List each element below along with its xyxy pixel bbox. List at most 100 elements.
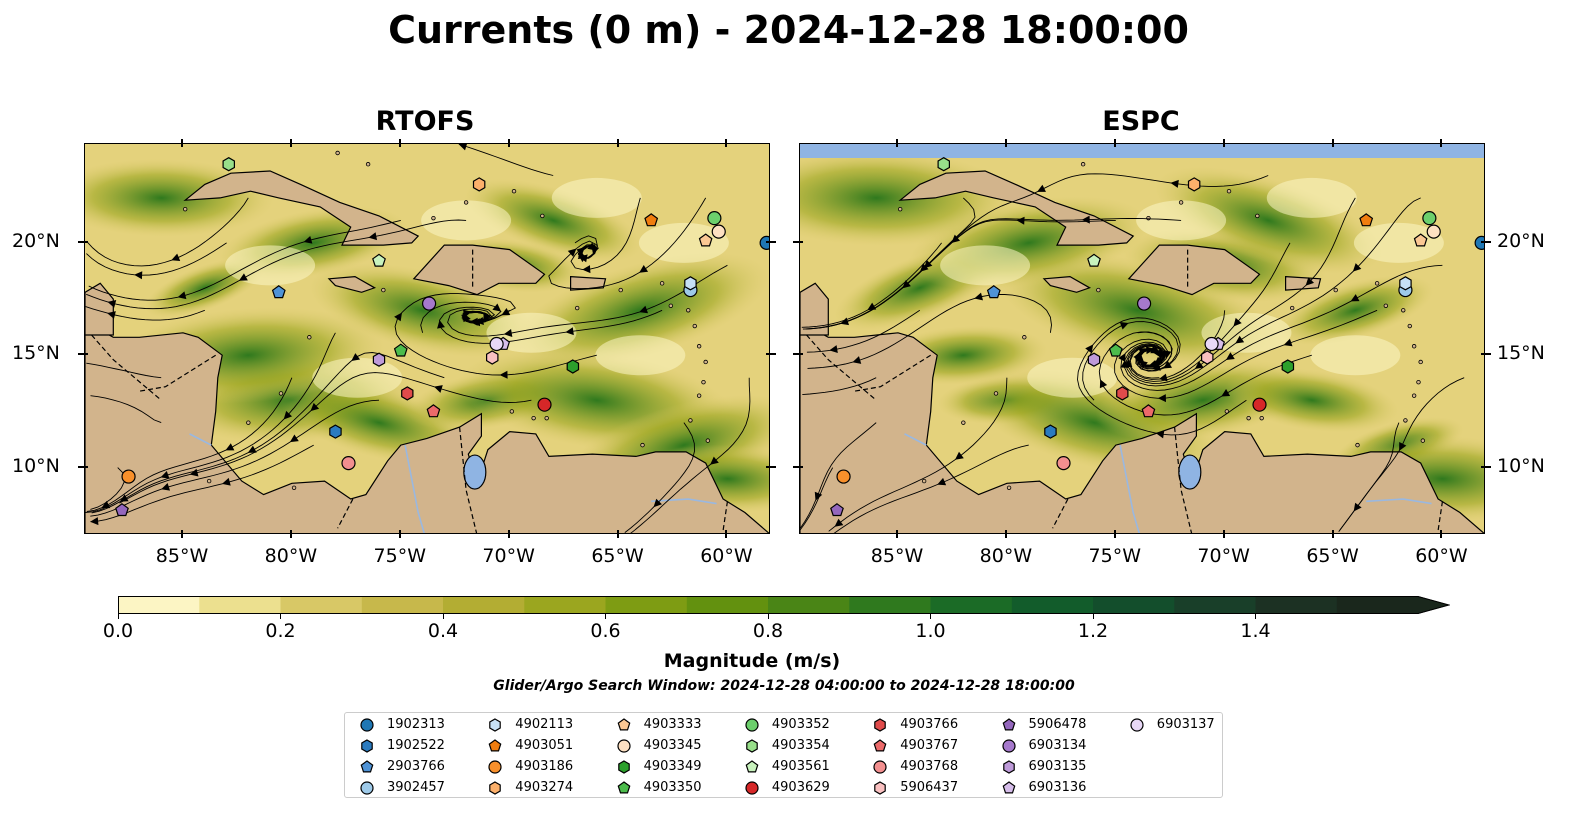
lon-tick-top bbox=[181, 139, 183, 147]
circle-marker-icon bbox=[1001, 739, 1016, 753]
float-marker-4903345[interactable] bbox=[1426, 224, 1441, 239]
float-marker-1902522[interactable] bbox=[329, 424, 342, 439]
float-marker-6903137[interactable] bbox=[1204, 336, 1219, 352]
lon-tick-top bbox=[1440, 139, 1443, 147]
float-marker-4903274[interactable] bbox=[1187, 177, 1201, 192]
colorbar-tick-label: 0.6 bbox=[590, 620, 621, 642]
lat-tick-left bbox=[78, 353, 88, 356]
circle-marker-icon bbox=[360, 781, 374, 795]
lon-tick-bottom bbox=[181, 530, 183, 538]
float-marker-4902113[interactable] bbox=[684, 276, 697, 291]
float-marker-6903134[interactable] bbox=[421, 296, 437, 311]
pentagon-marker-icon bbox=[488, 739, 502, 752]
colorbar-tick bbox=[117, 614, 119, 619]
circle-marker-icon bbox=[1130, 718, 1144, 732]
hexagon-marker-icon bbox=[361, 739, 373, 753]
lon-tick-top bbox=[507, 139, 510, 147]
float-marker-4903768[interactable] bbox=[341, 455, 356, 471]
map-panel-rtofs[interactable] bbox=[84, 143, 770, 534]
colorbar-tick-label: 0.4 bbox=[427, 620, 459, 642]
legend-label: 1902522 bbox=[387, 738, 445, 753]
float-marker-4903349[interactable] bbox=[566, 359, 580, 374]
legend-label: 4903768 bbox=[900, 759, 959, 774]
float-marker-4903186[interactable] bbox=[121, 469, 136, 484]
circle-marker-icon bbox=[745, 718, 759, 732]
lat-tick-right bbox=[766, 240, 776, 243]
pentagon-marker-icon bbox=[1002, 781, 1015, 794]
colorbar-tick bbox=[930, 614, 931, 619]
lon-tick-bottom bbox=[1440, 530, 1443, 538]
lon-tick-label: 80°W bbox=[979, 545, 1033, 567]
lon-tick-top bbox=[896, 139, 898, 147]
pentagon-marker-icon bbox=[360, 760, 374, 773]
legend-label: 6903135 bbox=[1028, 759, 1087, 774]
float-marker-5906437[interactable] bbox=[486, 350, 499, 365]
float-marker-4903274[interactable] bbox=[472, 177, 486, 192]
float-marker-4903767[interactable] bbox=[1141, 404, 1156, 418]
colorbar-bin bbox=[1093, 596, 1175, 614]
pentagon-marker-icon bbox=[873, 739, 887, 752]
map-canvas bbox=[800, 144, 1485, 533]
legend-label: 5906478 bbox=[1028, 717, 1087, 732]
colorbar-bin bbox=[768, 596, 850, 614]
float-marker-2903766[interactable] bbox=[271, 285, 286, 299]
float-marker-4903354[interactable] bbox=[222, 157, 235, 172]
colorbar-bin bbox=[1011, 596, 1094, 614]
float-marker-6903134[interactable] bbox=[1136, 296, 1152, 311]
colorbar-bin bbox=[118, 596, 200, 614]
float-marker-4903051[interactable] bbox=[1359, 213, 1374, 227]
lat-tick-left bbox=[78, 465, 88, 468]
hexagon-marker-icon bbox=[1002, 760, 1015, 774]
float-marker-4903350[interactable] bbox=[393, 343, 408, 357]
map-panel-espc[interactable] bbox=[799, 143, 1485, 534]
float-marker-4903766[interactable] bbox=[1116, 386, 1129, 401]
float-marker-4903333[interactable] bbox=[698, 233, 713, 247]
float-marker-4903333[interactable] bbox=[1413, 233, 1428, 247]
colorbar-bin bbox=[849, 596, 932, 614]
colorbar-bin bbox=[930, 596, 1013, 614]
float-marker-4903561[interactable] bbox=[1087, 253, 1101, 267]
search-window-text: Glider/Argo Search Window: 2024-12-28 04… bbox=[493, 678, 1075, 694]
float-marker-6903137[interactable] bbox=[489, 336, 504, 352]
float-marker-4903768[interactable] bbox=[1056, 455, 1071, 471]
float-marker-4903629[interactable] bbox=[1252, 397, 1267, 412]
legend-label: 4903274 bbox=[515, 780, 574, 795]
float-marker-4903352[interactable] bbox=[707, 211, 722, 226]
lat-tick-label-right: 15°N bbox=[1497, 342, 1545, 365]
lat-tick-right bbox=[1481, 353, 1491, 356]
float-marker-4903766[interactable] bbox=[401, 386, 414, 401]
float-marker-4903186[interactable] bbox=[836, 469, 851, 484]
float-marker-4903629[interactable] bbox=[537, 397, 552, 412]
legend-label: 4903051 bbox=[515, 738, 574, 753]
float-marker-4903350[interactable] bbox=[1108, 343, 1123, 357]
colorbar-bin bbox=[605, 596, 688, 614]
float-marker-2903766[interactable] bbox=[986, 285, 1001, 299]
lat-tick-label-right: 10°N bbox=[1497, 454, 1545, 477]
colorbar-bin bbox=[280, 596, 363, 614]
float-marker-1902313[interactable] bbox=[1474, 235, 1485, 250]
float-marker-5906437[interactable] bbox=[1201, 350, 1214, 365]
float-marker-4903352[interactable] bbox=[1422, 211, 1437, 226]
float-marker-5906478[interactable] bbox=[830, 503, 844, 517]
lat-tick-label-right: 20°N bbox=[1497, 229, 1545, 252]
float-marker-4902113[interactable] bbox=[1399, 276, 1412, 291]
float-marker-6903135[interactable] bbox=[1087, 352, 1101, 367]
float-marker-4903767[interactable] bbox=[426, 404, 441, 418]
float-marker-1902313[interactable] bbox=[759, 235, 770, 250]
legend-label: 6903137 bbox=[1156, 717, 1215, 732]
legend-label: 4903354 bbox=[771, 738, 830, 753]
lat-tick-right bbox=[766, 465, 776, 468]
float-marker-5906478[interactable] bbox=[115, 503, 129, 517]
float-marker-4903561[interactable] bbox=[372, 253, 386, 267]
float-marker-4903051[interactable] bbox=[644, 213, 659, 227]
colorbar-bin bbox=[1255, 596, 1338, 614]
float-marker-4903349[interactable] bbox=[1281, 359, 1295, 374]
lat-tick-label-left: 20°N bbox=[12, 229, 60, 252]
lon-tick-bottom bbox=[616, 530, 619, 538]
colorbar-bin bbox=[443, 596, 525, 614]
float-marker-6903135[interactable] bbox=[372, 352, 386, 367]
float-marker-4903345[interactable] bbox=[711, 224, 726, 239]
float-marker-1902522[interactable] bbox=[1044, 424, 1057, 439]
lon-tick-top bbox=[1004, 139, 1007, 147]
float-marker-4903354[interactable] bbox=[937, 157, 950, 172]
